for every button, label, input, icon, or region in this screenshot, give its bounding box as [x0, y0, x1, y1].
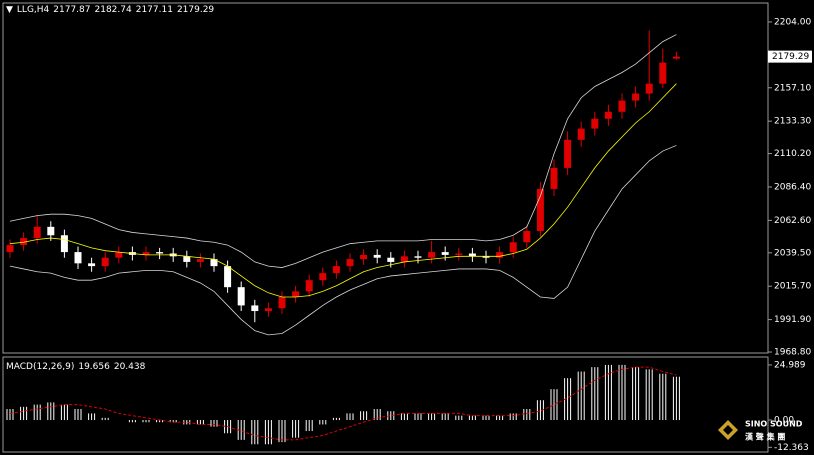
candle-body: [60, 235, 68, 253]
candle-body: [387, 257, 395, 262]
candle-body: [305, 280, 313, 292]
candle-body: [496, 252, 504, 258]
macd-signal-line: [9, 366, 677, 441]
main-header: ▼ LLG,H4 2177.87 2182.74 2177.11 2179.29: [6, 5, 218, 15]
y-tick-label: 0.00: [774, 416, 794, 426]
candle-body: [550, 167, 558, 189]
last-low: 2177.11: [135, 5, 173, 15]
candle-body: [672, 56, 680, 59]
last-open: 2177.87: [53, 5, 91, 15]
y-tick-label: 2015.70: [774, 282, 811, 292]
watermark-brand: SINO SOUND: [745, 420, 803, 429]
symbol: LLG,H4: [16, 5, 50, 15]
y-tick-label: 2204.00: [774, 17, 811, 27]
candle-body: [142, 252, 150, 255]
y-tick-label: 1968.80: [774, 348, 811, 358]
candle-body: [156, 252, 164, 254]
menu-arrow: ▼: [6, 5, 13, 15]
macd-main: 19.656: [78, 362, 110, 372]
macd-title: MACD(12,26,9): [6, 362, 75, 372]
candle-body: [224, 266, 232, 288]
candle-body: [564, 139, 572, 168]
candle-body: [414, 256, 422, 258]
candle-body: [115, 252, 123, 258]
candle-body: [428, 252, 436, 258]
candle-body: [373, 254, 381, 258]
y-tick-label: 1991.90: [774, 315, 811, 325]
y-tick-label: 2157.10: [774, 83, 811, 93]
candle-body: [441, 252, 449, 255]
candle-body: [523, 231, 531, 243]
logo-inner: [723, 425, 733, 435]
candle-body: [210, 259, 218, 267]
candle-body: [251, 305, 259, 312]
candle-body: [20, 238, 28, 246]
candle-body: [509, 242, 517, 253]
y-tick-label: 2062.60: [774, 216, 811, 226]
candle-body: [196, 259, 204, 262]
candle-body: [591, 118, 599, 129]
candle-body: [604, 111, 612, 119]
candle-body: [577, 128, 585, 140]
candle-body: [6, 245, 14, 253]
overlay-line: [9, 145, 677, 336]
candle-body: [360, 254, 368, 260]
candle-body: [645, 83, 653, 94]
y-tick-label: 2133.30: [774, 117, 811, 127]
candle-body: [455, 253, 463, 255]
candle-body: [183, 256, 191, 262]
candle-body: [536, 188, 544, 232]
y-tick-label: 2086.40: [774, 182, 811, 192]
main-frame: [2, 2, 769, 354]
candle-body: [618, 100, 626, 112]
candle-body: [332, 266, 340, 274]
candle-body: [101, 257, 109, 267]
candle-body: [632, 93, 640, 101]
candle-body: [482, 256, 490, 258]
y-tick-label: 2039.50: [774, 248, 811, 258]
candle-body: [237, 287, 245, 306]
last-high: 2182.74: [94, 5, 132, 15]
candle-body: [278, 297, 286, 309]
macd-header: MACD(12,26,9) 19.656 20.438: [6, 362, 149, 372]
y-tick-label: 2110.20: [774, 149, 811, 159]
watermark-logo: [718, 420, 738, 440]
overlay-line: [9, 83, 677, 298]
candle-body: [264, 308, 272, 312]
y-tick-label: 24.989: [774, 360, 806, 370]
watermark-brand-cn: 漢 聲 集 團: [745, 432, 785, 442]
candle-body: [346, 259, 354, 267]
candle-body: [33, 226, 41, 239]
price-tag: [768, 50, 812, 63]
candle-body: [659, 62, 667, 84]
candle-body: [88, 263, 96, 267]
candle-body: [47, 226, 55, 236]
candle-body: [319, 273, 327, 281]
price-tag-label: 2179.29: [772, 52, 809, 62]
macd-frame: [2, 356, 769, 453]
candle-body: [74, 252, 82, 264]
candle-body: [292, 291, 300, 298]
last-close: 2179.29: [176, 5, 215, 15]
overlay-line: [9, 34, 677, 268]
candle-body: [400, 256, 408, 262]
candle-body: [468, 253, 476, 257]
y-tick-label: -12.363: [774, 443, 809, 453]
macd-signal: 20.438: [113, 362, 146, 372]
